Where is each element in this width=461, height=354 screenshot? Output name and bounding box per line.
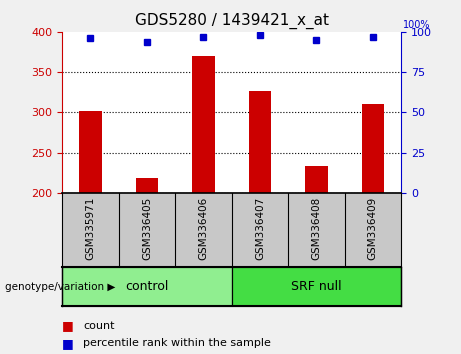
Text: ■: ■ [62, 319, 74, 332]
Title: GDS5280 / 1439421_x_at: GDS5280 / 1439421_x_at [135, 13, 329, 29]
Bar [248, 91, 271, 193]
FancyBboxPatch shape [231, 267, 401, 306]
Text: GSM336409: GSM336409 [368, 197, 378, 260]
Text: GSM336405: GSM336405 [142, 197, 152, 260]
Text: GSM336407: GSM336407 [255, 197, 265, 260]
Text: SRF null: SRF null [291, 280, 342, 293]
Bar [305, 166, 328, 193]
Text: GSM335971: GSM335971 [85, 197, 95, 260]
Text: GSM336406: GSM336406 [198, 197, 208, 260]
Bar [361, 103, 384, 193]
Bar [192, 56, 215, 193]
Text: percentile rank within the sample: percentile rank within the sample [83, 338, 271, 348]
Text: GSM336408: GSM336408 [311, 197, 321, 260]
Bar [79, 111, 102, 193]
Text: control: control [125, 280, 169, 293]
Text: count: count [83, 321, 114, 331]
Text: 100%: 100% [403, 20, 431, 30]
FancyBboxPatch shape [62, 267, 231, 306]
Text: ■: ■ [62, 337, 74, 350]
Bar [136, 178, 158, 193]
Text: genotype/variation ▶: genotype/variation ▶ [5, 282, 115, 292]
